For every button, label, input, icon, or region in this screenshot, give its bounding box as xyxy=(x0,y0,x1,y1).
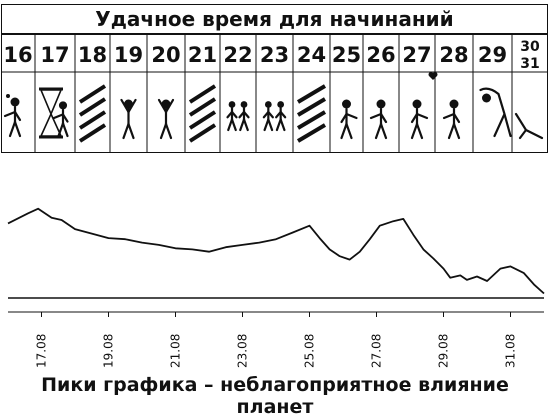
day-label: 21 xyxy=(188,43,217,67)
couple-heart-icon xyxy=(410,72,438,140)
calendar-strip: 16 17 18 19 20 21 22 23 24 25 26 27 28 29 30 31 xyxy=(1,34,548,153)
dancers-icon xyxy=(262,101,287,132)
handshake-icon xyxy=(340,99,358,140)
x-tick-label: 21.08 xyxy=(169,334,183,368)
day-label: 30 31 xyxy=(520,39,540,72)
day-label: 28 xyxy=(439,43,468,67)
joyful-couple-icon xyxy=(157,98,175,140)
x-tick-label: 31.08 xyxy=(504,334,518,368)
day-label: 24 xyxy=(297,43,326,67)
hatched-lines-icon xyxy=(188,84,217,143)
day-label: 27 xyxy=(402,43,431,67)
day-label: 16 xyxy=(3,43,32,67)
day-label: 26 xyxy=(366,43,395,67)
x-tick-label: 17.08 xyxy=(35,334,49,368)
x-tick-label: 25.08 xyxy=(303,334,317,368)
chart-caption: Пики графика – неблагоприятное влияние п… xyxy=(41,374,509,418)
day-label: 19 xyxy=(114,43,143,67)
hatched-lines-icon xyxy=(78,84,107,143)
handshake-icon xyxy=(369,99,388,140)
influence-line xyxy=(7,207,545,295)
day-label: 17 xyxy=(40,43,69,67)
hourglass-figure-icon xyxy=(39,87,69,139)
day-label: 23 xyxy=(260,43,289,67)
x-tick-label: 29.08 xyxy=(437,334,451,368)
banner-title: Удачное время для начинаний xyxy=(1,4,548,34)
day-label: 29 xyxy=(478,43,507,67)
stretching-figure-icon xyxy=(479,87,512,138)
hatched-lines-icon xyxy=(296,84,327,143)
x-tick-label: 23.08 xyxy=(236,334,250,368)
day-label: 25 xyxy=(332,43,361,67)
day-label: 22 xyxy=(223,43,252,67)
stretching-figure-icon xyxy=(514,112,544,140)
dancers-icon xyxy=(226,101,250,132)
influence-chart: 17.08 19.08 21.08 23.08 25.08 27.08 29.08 31.08 xyxy=(7,207,545,368)
couple-heart-icon xyxy=(442,99,461,140)
x-tick-label: 19.08 xyxy=(102,334,116,368)
joyful-couple-icon xyxy=(120,98,137,140)
x-tick-label: 27.08 xyxy=(370,334,384,368)
mime-figure-icon xyxy=(3,94,22,138)
day-label: 20 xyxy=(151,43,180,67)
day-label: 18 xyxy=(78,43,107,67)
